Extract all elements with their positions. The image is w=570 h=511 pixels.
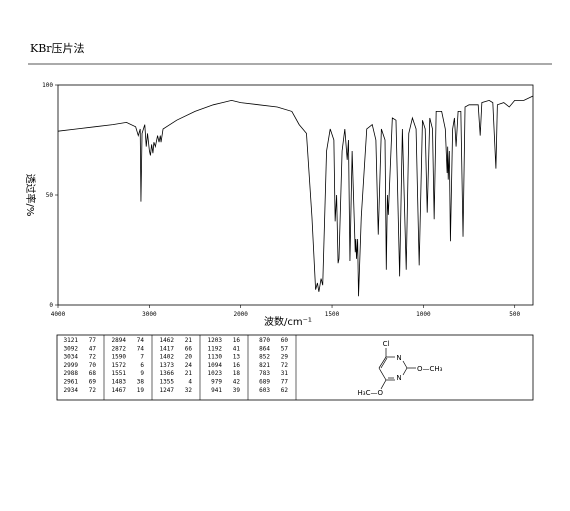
peak-transmittance: 66 (185, 345, 193, 352)
peak-wavenumber: 870 (259, 337, 270, 344)
peak-transmittance: 72 (89, 387, 97, 394)
atom-label: O—CH₃ (417, 365, 443, 373)
peak-wavenumber: 1192 (208, 345, 223, 352)
peak-wavenumber: 2999 (64, 362, 79, 369)
peak-transmittance: 16 (233, 362, 241, 369)
peak-wavenumber: 1417 (160, 345, 175, 352)
peak-wavenumber: 1373 (160, 362, 175, 369)
peak-transmittance: 6 (140, 362, 144, 369)
peak-transmittance: 62 (281, 387, 289, 394)
peak-transmittance: 21 (185, 370, 193, 377)
peak-transmittance: 57 (281, 345, 289, 352)
peak-transmittance: 29 (281, 354, 289, 361)
peak-wavenumber: 2961 (64, 379, 79, 386)
peak-wavenumber: 603 (259, 387, 270, 394)
peak-table-frame (56, 334, 534, 401)
x-tick-label: 1500 (325, 311, 340, 318)
peak-transmittance: 47 (89, 345, 97, 352)
peak-wavenumber: 2988 (64, 370, 79, 377)
peak-wavenumber: 1247 (160, 387, 175, 394)
peak-wavenumber: 941 (211, 387, 222, 394)
peak-wavenumber: 1130 (208, 354, 223, 361)
peak-wavenumber: 2872 (112, 345, 127, 352)
peak-wavenumber: 689 (259, 379, 270, 386)
peak-wavenumber: 852 (259, 354, 270, 361)
y-tick-label: 100 (42, 82, 53, 89)
peak-transmittance: 60 (281, 337, 289, 344)
page-title: KBr压片法 (30, 41, 85, 55)
peak-wavenumber: 1355 (160, 379, 175, 386)
peak-transmittance: 31 (281, 370, 289, 377)
peak-wavenumber: 1590 (112, 354, 127, 361)
x-tick-label: 500 (509, 311, 520, 318)
x-tick-label: 1000 (416, 311, 431, 318)
peak-transmittance: 68 (89, 370, 97, 377)
y-tick-label: 50 (46, 192, 54, 199)
x-tick-label: 2000 (233, 311, 248, 318)
peak-transmittance: 77 (89, 337, 97, 344)
peak-wavenumber: 1462 (160, 337, 175, 344)
peak-wavenumber: 1551 (112, 370, 127, 377)
peak-wavenumber: 1023 (208, 370, 223, 377)
peak-transmittance: 13 (233, 354, 241, 361)
x-axis-label: 波数/cm⁻¹ (264, 315, 312, 328)
peak-wavenumber: 1203 (208, 337, 223, 344)
peak-transmittance: 72 (89, 354, 97, 361)
peak-transmittance: 41 (233, 345, 241, 352)
peak-wavenumber: 2894 (112, 337, 127, 344)
peak-transmittance: 72 (281, 362, 289, 369)
peak-transmittance: 19 (137, 387, 145, 394)
peak-wavenumber: 1467 (112, 387, 127, 394)
peak-wavenumber: 3092 (64, 345, 79, 352)
spectrum-line (57, 95, 534, 297)
peak-transmittance: 39 (233, 387, 241, 394)
peak-transmittance: 70 (89, 362, 97, 369)
peak-wavenumber: 1402 (160, 354, 175, 361)
peak-transmittance: 38 (137, 379, 145, 386)
peak-wavenumber: 2934 (64, 387, 79, 394)
atom-label: Cl (383, 340, 390, 348)
peak-transmittance: 7 (140, 354, 144, 361)
peak-wavenumber: 3034 (64, 354, 79, 361)
y-axis-label: 透过率/% (24, 174, 37, 217)
peak-wavenumber: 1094 (208, 362, 223, 369)
peak-wavenumber: 979 (211, 379, 222, 386)
x-tick-label: 3000 (142, 311, 157, 318)
peak-wavenumber: 3121 (64, 337, 79, 344)
peak-transmittance: 74 (137, 345, 145, 352)
x-tick-label: 4000 (51, 311, 66, 318)
peak-transmittance: 42 (233, 379, 241, 386)
peak-transmittance: 18 (233, 370, 241, 377)
peak-transmittance: 24 (185, 362, 193, 369)
peak-transmittance: 32 (185, 387, 193, 394)
peak-wavenumber: 864 (259, 345, 270, 352)
atom-label: N (396, 374, 401, 382)
peak-transmittance: 69 (89, 379, 97, 386)
peak-transmittance: 16 (233, 337, 241, 344)
peak-transmittance: 9 (140, 370, 144, 377)
peak-wavenumber: 1572 (112, 362, 127, 369)
peak-transmittance: 74 (137, 337, 145, 344)
peak-transmittance: 20 (185, 354, 193, 361)
peak-transmittance: 21 (185, 337, 193, 344)
peak-wavenumber: 821 (259, 362, 270, 369)
peak-wavenumber: 1366 (160, 370, 175, 377)
pyrimidine-ring (378, 348, 416, 390)
atom-label: N (396, 354, 401, 362)
peak-transmittance: 4 (188, 379, 192, 386)
table-dividers (103, 335, 297, 400)
y-tick-label: 0 (49, 302, 53, 309)
atom-label: H₃C—O (358, 389, 384, 397)
peak-wavenumber: 1483 (112, 379, 127, 386)
peak-transmittance: 77 (281, 379, 289, 386)
peak-wavenumber: 783 (259, 370, 270, 377)
